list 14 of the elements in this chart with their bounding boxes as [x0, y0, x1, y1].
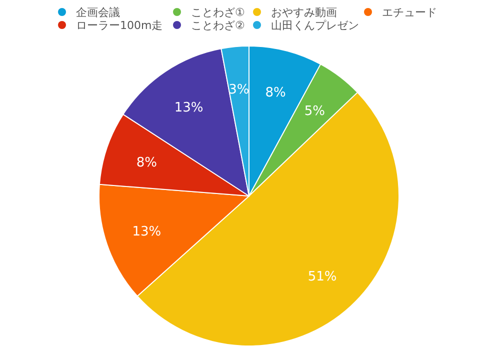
data-label: 51% — [308, 269, 337, 284]
data-label: 8% — [265, 85, 286, 100]
legend-label: エチュード — [382, 6, 437, 19]
data-label: 13% — [132, 224, 162, 240]
legend-label: 企画会議 — [76, 6, 120, 19]
data-label: 13% — [174, 100, 204, 116]
data-label: 8% — [136, 155, 158, 170]
legend-label: ことわざ② — [191, 19, 245, 32]
legend-label: ローラー100m走 — [76, 19, 163, 32]
data-label: 5% — [304, 104, 325, 120]
legend-label: 山田くんプレゼン — [271, 19, 359, 32]
legend-label: おやすみ動画 — [271, 6, 337, 19]
data-label: 3% — [228, 82, 250, 98]
legend-label: ことわざ① — [191, 6, 245, 19]
